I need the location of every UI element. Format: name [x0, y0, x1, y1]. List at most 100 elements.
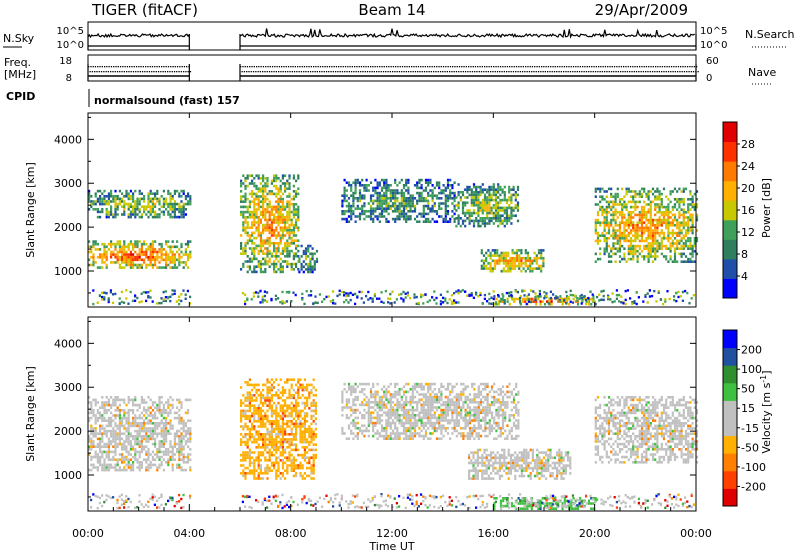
echo-cell: [669, 237, 672, 240]
echo-cell: [540, 249, 543, 252]
echo-cell: [389, 292, 392, 296]
nave-dot: [271, 71, 273, 73]
echo-cell: [290, 262, 293, 266]
echo-cell: [605, 200, 608, 204]
echo-cell: [505, 217, 509, 220]
echo-cell: [350, 204, 353, 208]
echo-cell: [491, 269, 494, 273]
echo-cell: [99, 463, 102, 467]
echo-cell: [110, 261, 113, 264]
echo-cell: [147, 406, 150, 409]
echo-cell: [311, 252, 314, 256]
echo-cell: [94, 422, 97, 425]
nave-dot: [570, 66, 572, 68]
echo-cell: [158, 406, 161, 409]
echo-cell: [103, 242, 106, 246]
echo-cell: [162, 253, 165, 256]
echo-cell: [129, 258, 132, 262]
echo-cell: [240, 417, 243, 420]
echo-cell: [691, 255, 694, 258]
echo-cell: [660, 244, 663, 248]
echo-cell: [274, 298, 277, 301]
echo-cell: [295, 239, 298, 242]
nave-dot: [572, 71, 574, 73]
echo-cell: [244, 472, 247, 475]
echo-cell: [277, 221, 280, 224]
nave-dot: [138, 66, 140, 68]
echo-cell: [171, 427, 174, 430]
echo-cell: [242, 226, 245, 229]
nave-dot: [273, 71, 275, 73]
echo-cell: [165, 432, 168, 435]
echo-cell: [402, 210, 406, 213]
nave-dot: [568, 66, 570, 68]
echo-cell: [110, 210, 113, 214]
echo-cell: [266, 182, 269, 185]
echo-cell: [691, 200, 694, 204]
echo-cell: [398, 191, 401, 195]
echo-cell: [444, 197, 447, 200]
echo-cell: [125, 263, 128, 267]
nave-dot: [151, 71, 153, 73]
echo-cell: [288, 192, 291, 196]
nave-dot: [392, 71, 394, 73]
echo-cell: [90, 463, 93, 467]
echo-cell: [479, 188, 482, 191]
echo-cell: [154, 458, 157, 461]
echo-cell: [105, 411, 108, 415]
echo-cell: [158, 200, 161, 203]
echo-cell: [658, 224, 661, 227]
echo-cell: [138, 266, 141, 269]
echo-cell: [354, 181, 357, 184]
echo-cell: [491, 254, 494, 257]
echo-cell: [270, 223, 273, 227]
echo-cell: [266, 184, 269, 188]
echo-cell: [400, 297, 403, 300]
echo-cell: [189, 295, 192, 299]
echo-cell: [511, 267, 514, 270]
echo-cell: [347, 215, 351, 218]
echo-cell: [676, 218, 679, 222]
echo-cell: [481, 222, 484, 225]
echo-cell: [594, 231, 597, 235]
echo-cell: [123, 427, 126, 430]
echo-cell: [187, 240, 190, 243]
echo-cell: [110, 192, 113, 195]
nave-dot: [633, 71, 635, 73]
echo-cell: [182, 213, 185, 216]
echo-cell: [116, 250, 119, 254]
echo-cell: [475, 188, 478, 191]
colorbar-segment: [723, 219, 737, 240]
nave-dot: [283, 66, 285, 68]
echo-cell: [266, 223, 269, 227]
echo-cell: [275, 221, 278, 224]
nave-dot: [104, 66, 106, 68]
echo-cell: [332, 290, 335, 293]
echo-cell: [526, 256, 530, 260]
echo-cell: [248, 391, 251, 394]
echo-cell: [358, 191, 362, 195]
echo-cell: [662, 211, 666, 214]
echo-cell: [402, 194, 406, 197]
nave-dot: [462, 71, 464, 73]
echo-cell: [422, 210, 425, 213]
echo-cell: [632, 247, 635, 250]
echo-cell: [116, 195, 119, 198]
echo-cell: [475, 217, 478, 220]
nave-dot: [541, 66, 543, 68]
echo-cell: [136, 242, 139, 246]
echo-cell: [625, 229, 628, 232]
echo-cell: [178, 440, 181, 443]
echo-cell: [431, 184, 434, 187]
echo-cell: [444, 207, 447, 210]
echo-cell: [244, 300, 247, 303]
echo-cell: [180, 419, 183, 422]
nave-dot: [537, 71, 540, 73]
echo-cell: [189, 432, 192, 435]
echo-cell: [507, 269, 510, 273]
echo-cell: [129, 398, 132, 402]
echo-cell: [96, 255, 99, 259]
echo-cell: [453, 217, 456, 221]
echo-cell: [277, 200, 280, 203]
echo-cell: [187, 458, 190, 461]
